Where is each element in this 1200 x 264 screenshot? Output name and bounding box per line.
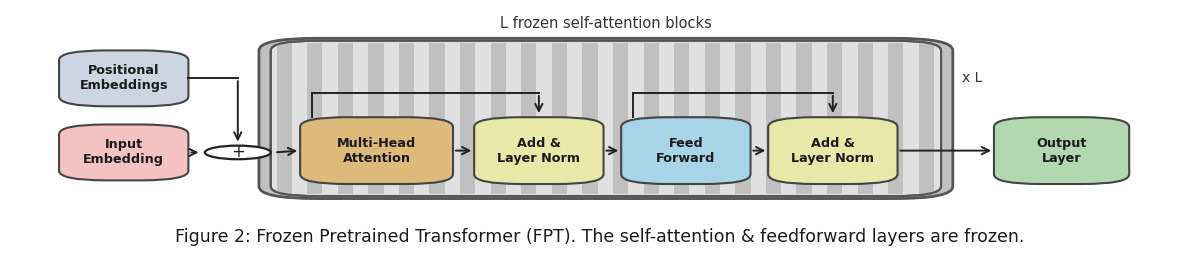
Bar: [704, 43, 720, 194]
Bar: [643, 43, 659, 194]
FancyBboxPatch shape: [474, 117, 604, 184]
Bar: [674, 43, 689, 194]
Bar: [797, 43, 811, 194]
Bar: [460, 43, 475, 194]
Bar: [766, 43, 781, 194]
FancyBboxPatch shape: [300, 117, 454, 184]
Bar: [368, 43, 384, 194]
Text: Add &
Layer Norm: Add & Layer Norm: [497, 136, 581, 165]
Bar: [307, 43, 323, 194]
Bar: [827, 43, 842, 194]
Bar: [736, 43, 750, 194]
FancyBboxPatch shape: [259, 38, 953, 199]
FancyBboxPatch shape: [994, 117, 1129, 184]
Bar: [491, 43, 506, 194]
FancyBboxPatch shape: [622, 117, 750, 184]
FancyBboxPatch shape: [768, 117, 898, 184]
FancyBboxPatch shape: [59, 50, 188, 106]
Text: Multi-Head
Attention: Multi-Head Attention: [337, 136, 416, 165]
Circle shape: [205, 146, 271, 159]
Bar: [613, 43, 629, 194]
Text: Feed
Forward: Feed Forward: [656, 136, 715, 165]
FancyBboxPatch shape: [271, 41, 941, 196]
Text: x L: x L: [962, 71, 983, 85]
Text: Figure 2: Frozen Pretrained Transformer (FPT). The self-attention & feedforward : Figure 2: Frozen Pretrained Transformer …: [175, 228, 1025, 246]
Bar: [398, 43, 414, 194]
Bar: [582, 43, 598, 194]
Bar: [888, 43, 904, 194]
Text: Positional
Embeddings: Positional Embeddings: [79, 64, 168, 92]
Bar: [521, 43, 536, 194]
Text: L frozen self-attention blocks: L frozen self-attention blocks: [500, 16, 712, 31]
Bar: [919, 43, 934, 194]
Bar: [337, 43, 353, 194]
FancyBboxPatch shape: [59, 125, 188, 180]
Text: Add &
Layer Norm: Add & Layer Norm: [791, 136, 875, 165]
Bar: [552, 43, 568, 194]
Bar: [858, 43, 872, 194]
Text: Output
Layer: Output Layer: [1037, 136, 1087, 165]
Bar: [277, 43, 292, 194]
Text: +: +: [230, 143, 245, 161]
Bar: [430, 43, 445, 194]
Text: Input
Embedding: Input Embedding: [83, 138, 164, 166]
